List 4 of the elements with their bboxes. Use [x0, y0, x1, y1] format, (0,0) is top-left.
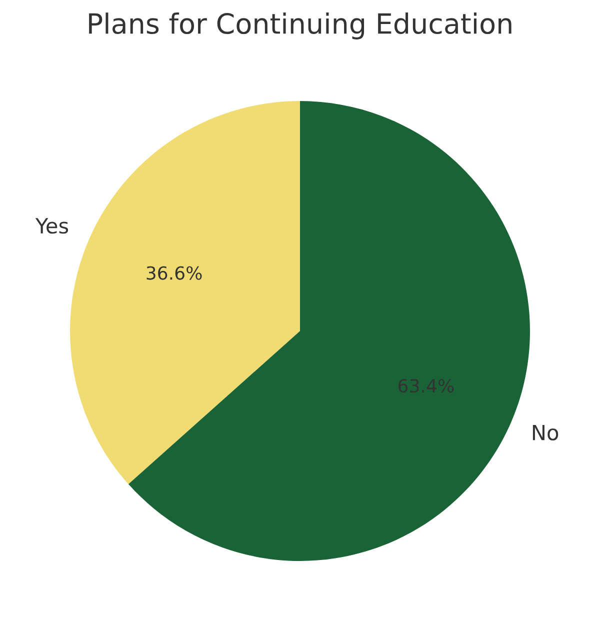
chart-title: Plans for Continuing Education [89, 12, 512, 40]
slice-label: Yes [35, 218, 68, 234]
data-label: 36.6% [146, 266, 202, 280]
slice-label: No [532, 424, 558, 440]
